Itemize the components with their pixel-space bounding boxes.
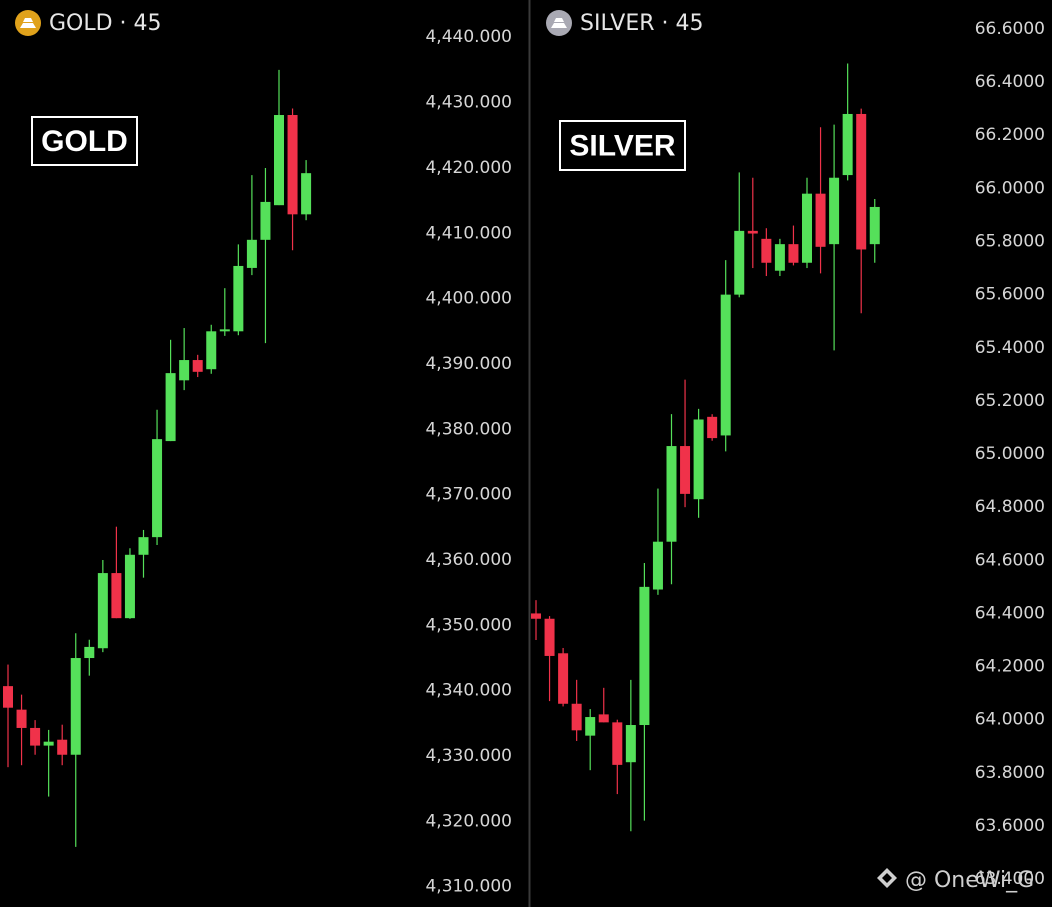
candle-body xyxy=(544,618,555,656)
candle-body xyxy=(206,331,217,370)
candle-body xyxy=(124,554,135,619)
y-tick-label: 63.8000 xyxy=(975,763,1045,783)
candle-body xyxy=(720,294,731,436)
candle-body xyxy=(301,173,312,215)
candle-body xyxy=(43,741,54,746)
candle-body xyxy=(639,586,650,726)
candle-body xyxy=(829,177,840,245)
candle-body xyxy=(84,646,95,659)
y-tick-label: 4,400.000 xyxy=(425,289,512,309)
y-tick-label: 66.4000 xyxy=(975,72,1045,92)
candle-body xyxy=(585,717,596,736)
candle-body xyxy=(16,709,27,728)
candle-body xyxy=(30,727,41,746)
candle-body xyxy=(3,686,13,708)
candle-body xyxy=(531,613,541,619)
y-tick-label: 66.6000 xyxy=(975,19,1045,39)
y-tick-label: 4,330.000 xyxy=(425,746,512,766)
candle-body xyxy=(666,446,677,542)
y-tick-label: 4,340.000 xyxy=(425,681,512,701)
candle-body xyxy=(802,193,812,263)
annotation: GOLD xyxy=(41,125,128,158)
y-tick-label: 65.0000 xyxy=(975,444,1045,464)
y-tick-label: 4,310.000 xyxy=(425,877,512,897)
candle-body xyxy=(111,573,122,619)
y-tick-label: 64.4000 xyxy=(975,603,1045,623)
y-tick-label: 66.2000 xyxy=(975,125,1045,145)
y-tick-label: 4,410.000 xyxy=(425,223,512,243)
candle-body xyxy=(287,115,298,215)
candle-body xyxy=(774,244,785,271)
y-tick-label: 4,360.000 xyxy=(425,550,512,570)
y-tick-label: 64.0000 xyxy=(975,710,1045,730)
chart-title: SILVER · 45 xyxy=(580,11,704,36)
symbol-icon-mark xyxy=(551,18,567,28)
candle-body xyxy=(707,416,718,439)
candle-body xyxy=(734,230,745,295)
candle-body xyxy=(761,238,772,263)
y-tick-label: 64.8000 xyxy=(975,497,1045,517)
candle-body xyxy=(179,360,190,381)
candle-body xyxy=(612,722,623,765)
candle-body xyxy=(747,230,758,234)
y-tick-label: 4,440.000 xyxy=(425,27,512,47)
y-tick-label: 65.4000 xyxy=(975,338,1045,358)
candle-body xyxy=(192,360,203,372)
y-tick-label: 4,320.000 xyxy=(425,811,512,831)
candle-body xyxy=(693,419,704,500)
watermark-text: @ OneWi_G xyxy=(905,868,1034,893)
y-tick-label: 4,370.000 xyxy=(425,485,512,505)
candle-body xyxy=(260,201,271,240)
candle-body xyxy=(558,653,569,704)
y-tick-label: 4,420.000 xyxy=(425,158,512,178)
candle-body xyxy=(57,739,68,755)
candle-body xyxy=(70,658,81,755)
candle-body xyxy=(856,113,867,250)
chart-title: GOLD · 45 xyxy=(49,11,162,36)
candle-body xyxy=(571,703,582,731)
candle-body xyxy=(625,725,636,763)
annotation-box xyxy=(559,120,686,171)
y-tick-label: 63.6000 xyxy=(975,816,1045,836)
candle-body xyxy=(652,541,663,590)
candle-body xyxy=(138,537,149,555)
silver-panel: 66.6000 66.4000 66.2000 66.0000 65.8000 65.60… xyxy=(531,10,1049,889)
candle-body xyxy=(788,244,799,263)
y-tick-label: 4,350.000 xyxy=(425,615,512,635)
candle-body xyxy=(842,113,853,176)
y-tick-label: 65.8000 xyxy=(975,231,1045,251)
candle-body xyxy=(246,239,257,268)
candle-body xyxy=(598,714,609,723)
candle-body xyxy=(815,193,826,247)
y-tick-label: 4,430.000 xyxy=(425,93,512,113)
y-tick-label: 4,380.000 xyxy=(425,419,512,439)
symbol-icon-mark xyxy=(20,18,36,28)
y-tick-label: 63.4000 xyxy=(975,869,1045,889)
candle-body xyxy=(219,329,230,332)
y-tick-label: 65.2000 xyxy=(975,391,1045,411)
y-tick-label: 65.6000 xyxy=(975,285,1045,305)
annotation-box xyxy=(31,116,138,166)
y-tick-label: 4,390.000 xyxy=(425,354,512,374)
y-tick-label: 64.2000 xyxy=(975,657,1045,677)
candle-body xyxy=(274,115,284,206)
annotation: SILVER xyxy=(569,129,675,162)
candle-body xyxy=(97,573,108,649)
y-tick-label: 66.0000 xyxy=(975,178,1045,198)
y-tick-label: 64.6000 xyxy=(975,550,1045,570)
candle-body xyxy=(680,446,691,494)
candle-body xyxy=(869,206,880,245)
watermark: @ OneWi_G xyxy=(877,868,1034,893)
candle-body xyxy=(233,265,244,332)
gold-panel: 4,440.000 4,430.000 4,420.000 4,410.000 4,40… xyxy=(3,10,516,897)
candle-body xyxy=(152,439,163,538)
watermark-icon xyxy=(877,868,897,888)
candle-body xyxy=(165,373,176,442)
